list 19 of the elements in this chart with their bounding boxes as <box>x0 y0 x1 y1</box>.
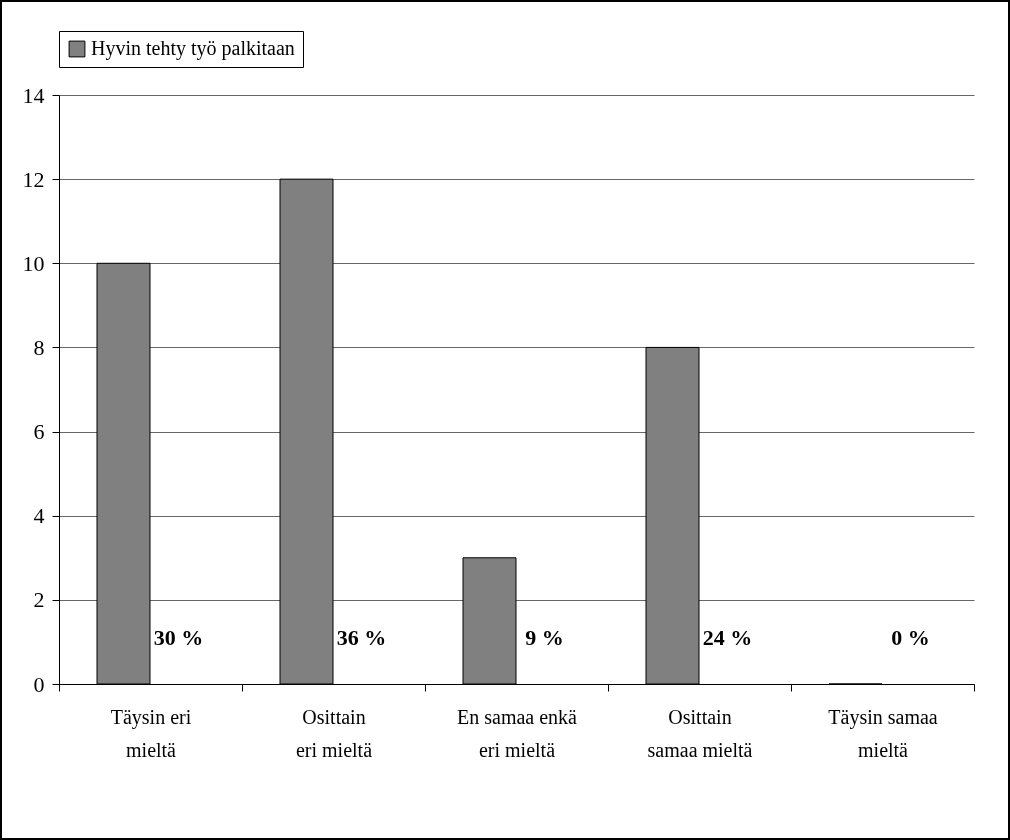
y-tick-label: 6 <box>33 419 45 445</box>
x-tick-label: Osittain eri mieltä <box>295 705 373 761</box>
text: 24 % <box>702 625 753 650</box>
y-tick-label: 4 <box>33 503 45 529</box>
text: 0 % <box>891 625 930 650</box>
x-tick-label: Täysin eri mieltä <box>110 705 192 761</box>
y-tick-label: 2 <box>33 587 45 613</box>
y-tick-label: 14 <box>22 82 45 108</box>
text: 36 % <box>336 625 387 650</box>
x-tick-label: Täysin samaa mieltä <box>828 705 938 761</box>
y-tick-label: 8 <box>33 334 45 360</box>
y-tick-label: 12 <box>22 166 45 192</box>
text: 30 % <box>153 625 204 650</box>
x-tick-label: En samaa enkä eri mieltä <box>457 705 578 761</box>
x-tick-label: Osittain samaa mieltä <box>647 705 753 761</box>
y-tick-label: 0 <box>33 671 45 697</box>
y-tick-label: 10 <box>22 250 45 276</box>
text: 9 % <box>525 625 564 650</box>
legend-label: Hyvin tehty työ palkitaan <box>91 37 295 60</box>
